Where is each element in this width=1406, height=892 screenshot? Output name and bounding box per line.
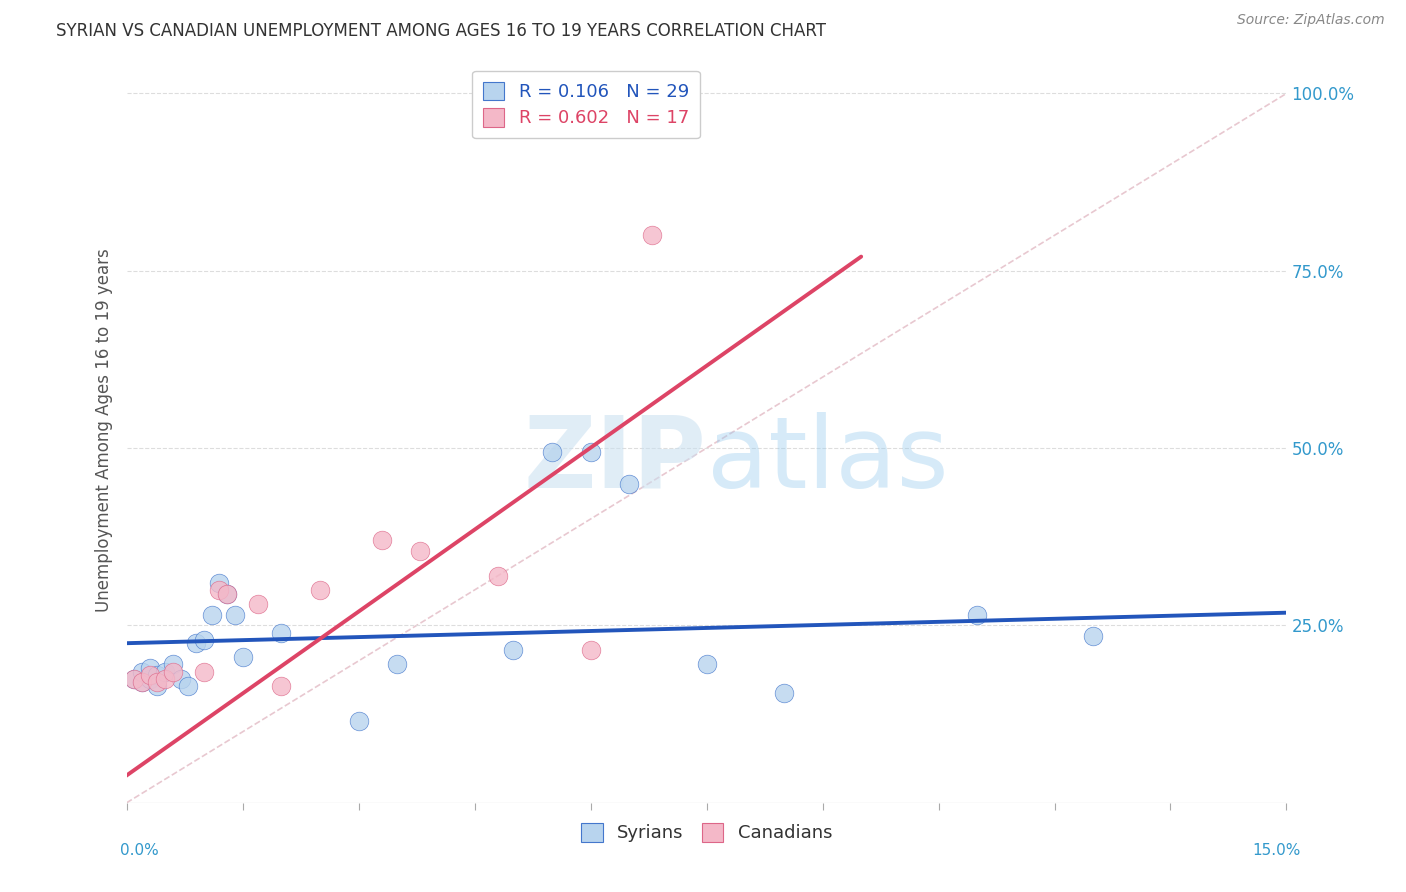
Point xyxy=(124,672,146,686)
Point xyxy=(217,586,239,600)
Point xyxy=(966,607,988,622)
Point xyxy=(217,586,239,600)
Point xyxy=(579,444,602,458)
Point xyxy=(162,665,184,679)
Point xyxy=(641,228,664,243)
Point xyxy=(138,672,162,686)
Point xyxy=(162,657,184,672)
Point xyxy=(385,657,409,672)
Point xyxy=(540,444,562,458)
Point xyxy=(146,668,169,682)
Point xyxy=(231,650,254,665)
Point xyxy=(409,544,432,558)
Point xyxy=(270,679,292,693)
Point xyxy=(270,625,292,640)
Point xyxy=(696,657,718,672)
Point xyxy=(201,607,224,622)
Point xyxy=(131,675,153,690)
Y-axis label: Unemployment Among Ages 16 to 19 years: Unemployment Among Ages 16 to 19 years xyxy=(94,249,112,612)
Point xyxy=(193,632,215,647)
Point xyxy=(1083,629,1105,643)
Point xyxy=(224,607,246,622)
Point xyxy=(247,597,270,611)
Point xyxy=(371,533,394,548)
Point xyxy=(146,675,169,690)
Point xyxy=(309,582,332,597)
Text: SYRIAN VS CANADIAN UNEMPLOYMENT AMONG AGES 16 TO 19 YEARS CORRELATION CHART: SYRIAN VS CANADIAN UNEMPLOYMENT AMONG AG… xyxy=(56,22,827,40)
Point xyxy=(131,675,153,690)
Text: 0.0%: 0.0% xyxy=(120,843,159,858)
Point xyxy=(169,672,191,686)
Point xyxy=(177,679,200,693)
Point xyxy=(502,643,524,657)
Text: 15.0%: 15.0% xyxy=(1253,843,1301,858)
Point xyxy=(619,476,641,491)
Point xyxy=(773,686,796,700)
Point xyxy=(186,636,208,650)
Point xyxy=(124,672,146,686)
Point xyxy=(138,661,162,675)
Point xyxy=(579,643,602,657)
Text: Source: ZipAtlas.com: Source: ZipAtlas.com xyxy=(1237,13,1385,28)
Point xyxy=(347,714,370,729)
Point xyxy=(486,569,509,583)
Text: ZIP: ZIP xyxy=(523,412,707,508)
Point xyxy=(153,672,177,686)
Point xyxy=(146,679,169,693)
Text: atlas: atlas xyxy=(707,412,948,508)
Point xyxy=(131,665,153,679)
Legend: Syrians, Canadians: Syrians, Canadians xyxy=(574,816,839,850)
Point xyxy=(208,582,231,597)
Point xyxy=(138,668,162,682)
Point xyxy=(193,665,215,679)
Point xyxy=(153,665,177,679)
Point xyxy=(208,575,231,590)
